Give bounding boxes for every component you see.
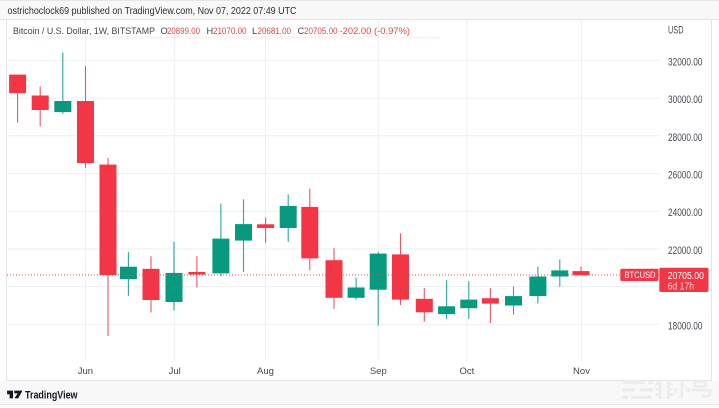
svg-text:Jul: Jul [169, 366, 181, 377]
svg-text:-202.00 (-0.97%): -202.00 (-0.97%) [340, 26, 411, 36]
svg-text:20681.00: 20681.00 [258, 26, 292, 36]
svg-text:USD: USD [668, 25, 684, 37]
svg-text:L: L [252, 26, 257, 36]
svg-text:20899.00: 20899.00 [167, 26, 200, 36]
svg-text:Bitcoin / U.S. Dollar, 1W, BIT: Bitcoin / U.S. Dollar, 1W, BITSTAMP [13, 26, 155, 36]
svg-text:Sep: Sep [370, 366, 387, 377]
svg-text:Aug: Aug [257, 366, 274, 377]
svg-text:BTCUSD: BTCUSD [625, 270, 656, 280]
svg-text:TradingView: TradingView [25, 390, 78, 402]
svg-text:C: C [298, 26, 305, 36]
svg-text:Oct: Oct [460, 366, 475, 377]
svg-text:22000.00: 22000.00 [668, 245, 703, 257]
svg-text:20705.00: 20705.00 [304, 26, 338, 36]
svg-text:Nov: Nov [573, 366, 590, 377]
svg-text:26000.00: 26000.00 [668, 170, 703, 182]
svg-text:30000.00: 30000.00 [668, 94, 703, 106]
svg-text:24000.00: 24000.00 [668, 207, 703, 219]
svg-text:O: O [161, 26, 168, 36]
svg-text:ostrichoclock69 published on T: ostrichoclock69 published on TradingView… [8, 5, 297, 17]
svg-text:28000.00: 28000.00 [668, 132, 703, 144]
svg-text:Jun: Jun [78, 366, 93, 377]
svg-text:32000.00: 32000.00 [668, 56, 703, 68]
svg-text:21070.00: 21070.00 [213, 26, 247, 36]
svg-text:6d 17h: 6d 17h [668, 282, 695, 293]
svg-text:H: H [207, 26, 214, 36]
svg-text:20705.00: 20705.00 [668, 271, 705, 282]
svg-text:18000.00: 18000.00 [668, 320, 703, 332]
